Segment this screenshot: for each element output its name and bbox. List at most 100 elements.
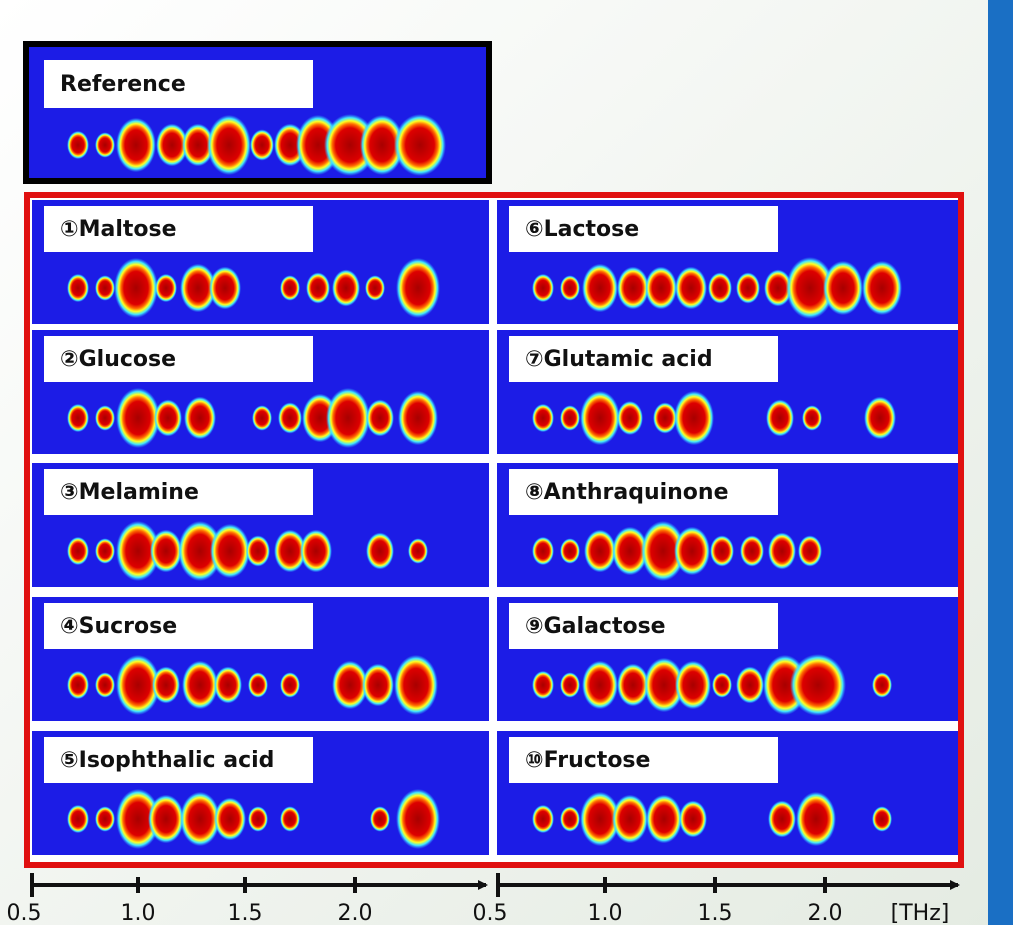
label-box <box>44 603 313 649</box>
spectral-spot <box>207 114 251 176</box>
spectral-spot <box>209 266 241 310</box>
spectral-spot <box>674 390 714 446</box>
spectral-spot <box>362 663 394 707</box>
spectral-spot <box>675 266 707 310</box>
spectral-spot <box>300 529 332 573</box>
spectral-spot <box>365 275 385 301</box>
tick-label: 1.0 <box>121 901 156 925</box>
spectral-spot <box>95 806 115 832</box>
label-box <box>44 336 313 382</box>
spectral-spot <box>214 666 242 704</box>
spectral-spot <box>712 672 732 698</box>
label-box <box>509 737 778 783</box>
panel-label: ⑤Isophthalic acid <box>60 748 274 773</box>
spectral-spot <box>67 804 89 834</box>
spectral-spot <box>802 405 822 431</box>
tick-label: 0.5 <box>7 901 42 925</box>
spectral-spot <box>532 403 554 433</box>
spectral-spot <box>560 672 580 698</box>
panel-label: ②Glucose <box>60 347 176 372</box>
spectral-spot <box>67 670 89 700</box>
spectral-spot <box>768 532 796 570</box>
spectral-spot <box>532 536 554 566</box>
spectral-spot <box>872 806 892 832</box>
panel-label: ⑩Fructose <box>525 748 650 773</box>
spectral-spot <box>396 788 440 850</box>
spectral-spot <box>582 263 618 313</box>
side-bar <box>988 0 1013 925</box>
spectral-spot <box>708 272 732 304</box>
spectral-spot <box>184 396 216 440</box>
spectral-spot <box>408 538 428 564</box>
spectral-spot <box>332 660 368 710</box>
label-box <box>44 469 313 515</box>
spectral-spot <box>645 266 677 310</box>
spectral-spot <box>148 794 184 844</box>
spectral-spot <box>366 532 394 570</box>
spectral-spot <box>582 660 618 710</box>
spectral-spot <box>864 396 896 440</box>
spectral-spot <box>653 402 677 434</box>
spectral-spot <box>67 130 89 160</box>
spectral-spot <box>560 275 580 301</box>
spectral-spot <box>786 257 834 319</box>
spectral-spot <box>156 123 188 167</box>
spectral-spot <box>332 269 360 307</box>
spectral-spot <box>641 520 685 582</box>
spectral-spot <box>180 791 220 847</box>
spectral-spot <box>560 806 580 832</box>
label-box <box>509 206 778 252</box>
spectral-spot <box>306 272 330 304</box>
axis-unit: [THz] <box>891 901 950 925</box>
spectral-spot <box>644 657 684 713</box>
spectral-spot <box>360 114 404 176</box>
spectral-spot <box>617 266 649 310</box>
tick-label: 1.0 <box>588 901 623 925</box>
spectral-spot <box>370 806 390 832</box>
spectral-spot <box>152 666 180 704</box>
spectral-spot <box>532 273 554 303</box>
spectral-spot <box>790 654 846 716</box>
panels: ①Maltose ②Glucose ③Melamine ④Sucrose ⑤Isopht… <box>32 200 958 855</box>
panel-label: ⑦Glutamic acid <box>525 347 713 372</box>
spectral-spot <box>394 114 446 176</box>
spectral-spot <box>214 797 246 841</box>
spectral-spot <box>95 275 115 301</box>
spectral-spot <box>675 660 711 710</box>
spectral-spot <box>394 654 438 716</box>
spectral-spot <box>95 672 115 698</box>
spectral-spot <box>612 526 648 576</box>
spectral-spot <box>862 260 902 316</box>
spectral-spot <box>560 405 580 431</box>
spectral-spot <box>155 273 177 303</box>
panel-label: ⑧Anthraquinone <box>525 480 729 505</box>
label-box <box>44 60 313 108</box>
spectral-spot <box>150 529 182 573</box>
panel-label: ①Maltose <box>60 217 177 242</box>
spectral-spot <box>95 132 115 158</box>
spectral-spot <box>646 794 682 844</box>
spectral-spot <box>280 275 300 301</box>
label-box <box>44 737 313 783</box>
tick-label: 2.0 <box>808 901 843 925</box>
spectral-spot <box>280 672 300 698</box>
label-box <box>509 603 778 649</box>
spectral-spot <box>736 666 764 704</box>
spectral-spot <box>250 129 274 161</box>
spectral-spot <box>396 257 440 319</box>
spectral-spot <box>580 390 620 446</box>
tick-label: 1.5 <box>228 901 263 925</box>
spectral-spot <box>95 538 115 564</box>
label-box <box>509 469 778 515</box>
panel-label: ⑨Galactose <box>525 614 666 639</box>
reference-label: Reference <box>60 72 186 97</box>
spectral-spot <box>182 660 218 710</box>
spectral-spot <box>95 405 115 431</box>
spectral-spot <box>326 387 370 449</box>
spectral-spot <box>252 405 272 431</box>
panel-label: ③Melamine <box>60 480 199 505</box>
spectral-spot <box>246 535 270 567</box>
spectral-spot <box>116 117 156 173</box>
spectral-spot <box>617 400 643 436</box>
